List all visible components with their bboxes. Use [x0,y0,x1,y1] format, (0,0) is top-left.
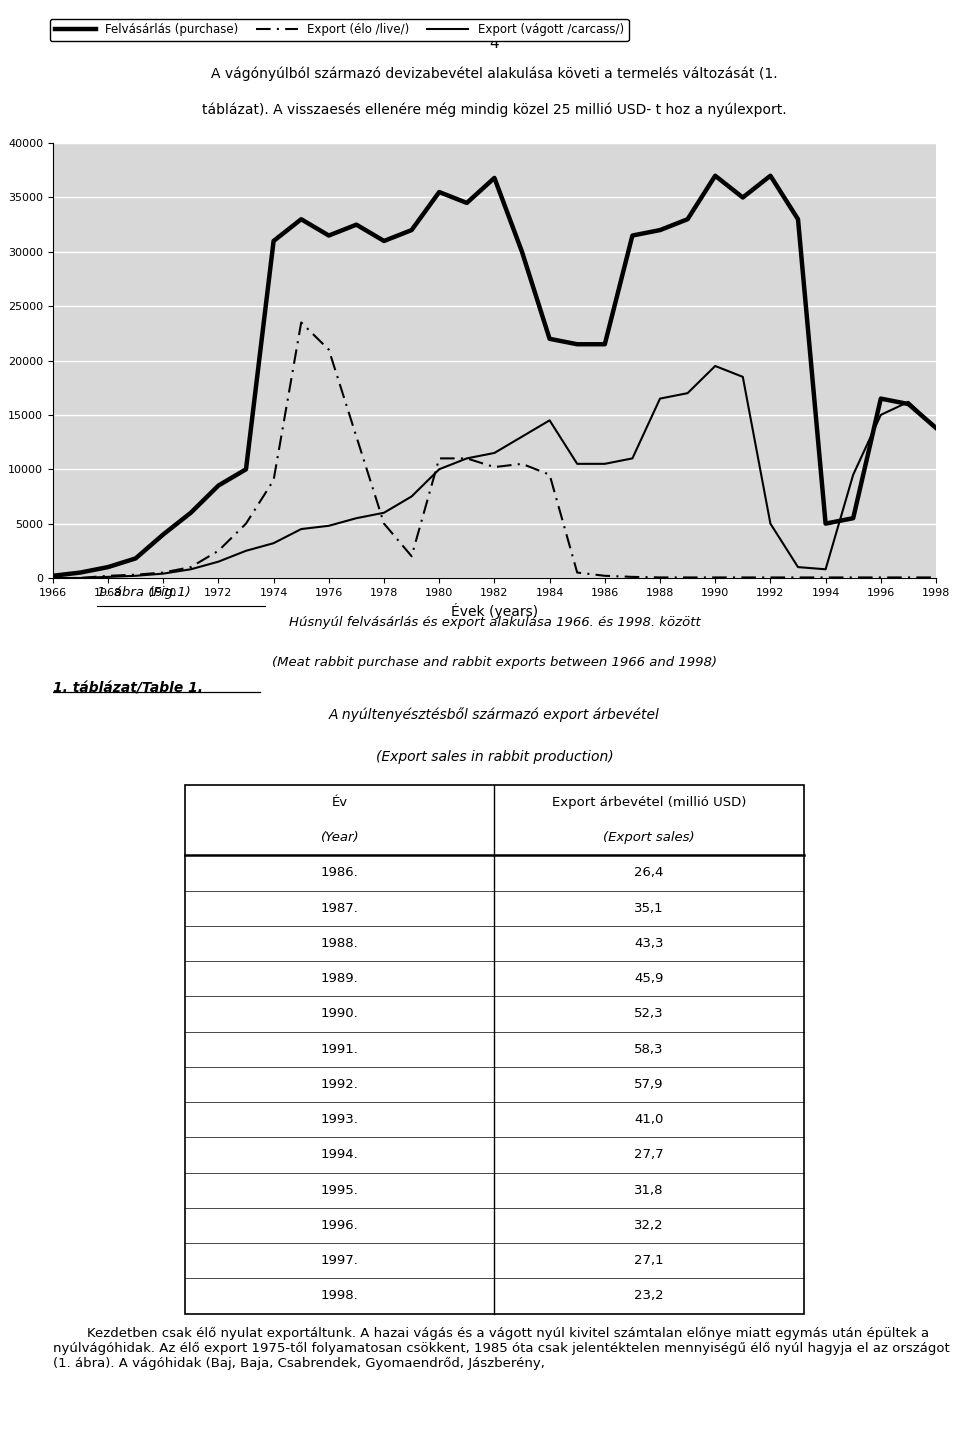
Text: Kezdetben csak élő nyulat exportáltunk. A hazai vágás és a vágott nyúl kivitel s: Kezdetben csak élő nyulat exportáltunk. … [53,1326,949,1370]
Text: A nyúltenyésztésből származó export árbevétel: A nyúltenyésztésből származó export árb… [329,707,660,721]
Text: 23,2: 23,2 [635,1289,663,1302]
Text: 1998.: 1998. [321,1289,359,1302]
Text: Év: Év [332,796,348,809]
Text: 57,9: 57,9 [635,1077,663,1090]
Text: (Export sales): (Export sales) [603,831,695,844]
Text: 1993.: 1993. [321,1114,359,1127]
Bar [185,785,804,1313]
Text: (Year): (Year) [321,831,359,844]
Text: 1987.: 1987. [321,902,359,915]
Text: 1991.: 1991. [321,1043,359,1056]
Text: 1997.: 1997. [321,1254,359,1267]
Text: 58,3: 58,3 [635,1043,663,1056]
Text: 52,3: 52,3 [635,1008,663,1021]
Text: 1988.: 1988. [321,937,359,950]
Legend: Felvásárlás (purchase), Export (élo /live/), Export (vágott /carcass/): Felvásárlás (purchase), Export (élo /liv… [50,19,629,41]
Text: 41,0: 41,0 [635,1114,663,1127]
Text: 1994.: 1994. [321,1148,359,1161]
Text: A vágónyúlból származó devizabevétel alakulása követi a termelés változását (1.: A vágónyúlból származó devizabevétel ala… [211,67,778,81]
Text: (Export sales in rabbit production): (Export sales in rabbit production) [375,750,613,765]
Text: 1. táblázat/Table 1.: 1. táblázat/Table 1. [53,681,203,695]
Text: (Meat rabbit purchase and rabbit exports between 1966 and 1998): (Meat rabbit purchase and rabbit exports… [272,656,717,669]
Text: 31,8: 31,8 [635,1183,663,1196]
Text: 32,2: 32,2 [635,1219,663,1232]
Text: táblázat). A visszaesés ellenére még mindig közel 25 millió USD- t hoz a nyúlexp: táblázat). A visszaesés ellenére még min… [203,103,786,117]
Text: 27,7: 27,7 [635,1148,663,1161]
Text: Húsnyúl felvásárlás és export alakulása 1966. és 1998. között: Húsnyúl felvásárlás és export alakulása … [289,615,700,628]
Text: 35,1: 35,1 [635,902,663,915]
Text: 1989.: 1989. [321,972,359,985]
Text: 1995.: 1995. [321,1183,359,1196]
Text: 1996.: 1996. [321,1219,359,1232]
Text: 1986.: 1986. [321,866,359,879]
Text: 45,9: 45,9 [635,972,663,985]
X-axis label: Évek (years): Évek (years) [451,604,538,620]
Text: 4: 4 [490,36,499,51]
Text: 26,4: 26,4 [635,866,663,879]
Y-axis label: Tonna: Tonna [0,340,2,381]
Text: 1992.: 1992. [321,1077,359,1090]
Text: Export árbevétel (millió USD): Export árbevétel (millió USD) [552,796,746,809]
Text: 1990.: 1990. [321,1008,359,1021]
Text: 43,3: 43,3 [635,937,663,950]
Text: 1. ábra (Fig.1): 1. ábra (Fig.1) [97,586,191,599]
Text: 27,1: 27,1 [635,1254,663,1267]
